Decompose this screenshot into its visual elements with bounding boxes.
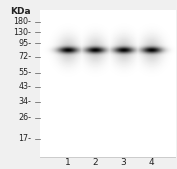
Text: 2: 2: [93, 158, 98, 167]
Text: 95-: 95-: [18, 39, 32, 48]
Text: KDa: KDa: [10, 7, 31, 16]
Text: 43-: 43-: [19, 82, 32, 91]
Text: 26-: 26-: [18, 113, 32, 122]
Text: 72-: 72-: [18, 52, 32, 61]
Text: 1: 1: [65, 158, 71, 167]
Text: 180-: 180-: [14, 17, 32, 26]
Text: 17-: 17-: [18, 134, 32, 143]
Text: 4: 4: [149, 158, 155, 167]
Text: 34-: 34-: [19, 97, 32, 106]
Text: 130-: 130-: [14, 28, 32, 37]
FancyBboxPatch shape: [40, 11, 175, 157]
Text: 3: 3: [121, 158, 127, 167]
Text: 55-: 55-: [18, 68, 32, 77]
